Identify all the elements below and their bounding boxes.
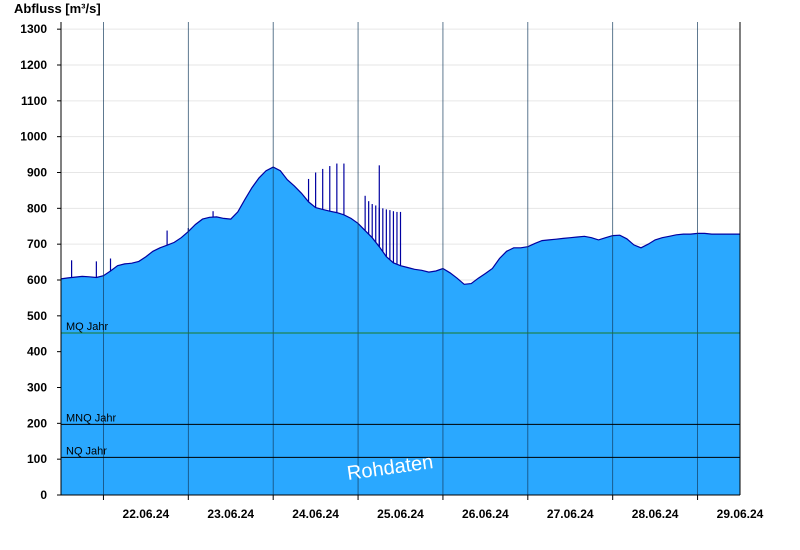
axes: [57, 22, 741, 500]
y-axis-title: Abfluss [m³/s]: [14, 1, 101, 16]
y-tick-label: 400: [27, 345, 47, 359]
y-tick-label: 800: [27, 201, 47, 215]
x-tick-label: 25.06.24: [377, 507, 424, 521]
y-tick-label: 0: [40, 488, 47, 502]
discharge-area-fill: [61, 167, 740, 495]
x-tick-label: 22.06.24: [123, 507, 170, 521]
y-tick-label: 200: [27, 416, 47, 430]
x-tick-label: 23.06.24: [207, 507, 254, 521]
y-tick-label: 1000: [20, 130, 47, 144]
y-tick-label: 500: [27, 309, 47, 323]
x-tick-label: 27.06.24: [547, 507, 594, 521]
reference-lines: MQ Jahr MNQ Jahr NQ Jahr: [61, 321, 740, 458]
discharge-area: [60, 163, 740, 495]
y-tick-label: 1200: [20, 58, 47, 72]
y-tick-label: 100: [27, 452, 47, 466]
y-tick-label: 300: [27, 381, 47, 395]
y-tick-label: 700: [27, 237, 47, 251]
x-tick-label: 29.06.24: [717, 507, 764, 521]
y-tick-labels: 0 100 200 300 400 500 600 700 800 900 1000 1100 1200…: [20, 22, 47, 502]
x-tick-label: 24.06.24: [292, 507, 339, 521]
day-separator-lines: [103, 22, 698, 495]
x-tick-label: 26.06.24: [462, 507, 509, 521]
reference-line-label: MNQ Jahr: [66, 412, 116, 424]
y-tick-label: 1100: [21, 94, 47, 108]
x-tick-label: 28.06.24: [632, 507, 679, 521]
y-tick-label: 900: [27, 166, 47, 180]
y-tick-label: 600: [27, 273, 47, 287]
reference-line-label: MQ Jahr: [66, 321, 109, 333]
discharge-line: [60, 166, 740, 285]
y-tick-label: 1300: [20, 22, 47, 36]
x-tick-labels: 22.06.24 23.06.24 24.06.24 25.06.24 26.06.24…: [123, 507, 764, 521]
reference-line-label: NQ Jahr: [66, 445, 107, 457]
